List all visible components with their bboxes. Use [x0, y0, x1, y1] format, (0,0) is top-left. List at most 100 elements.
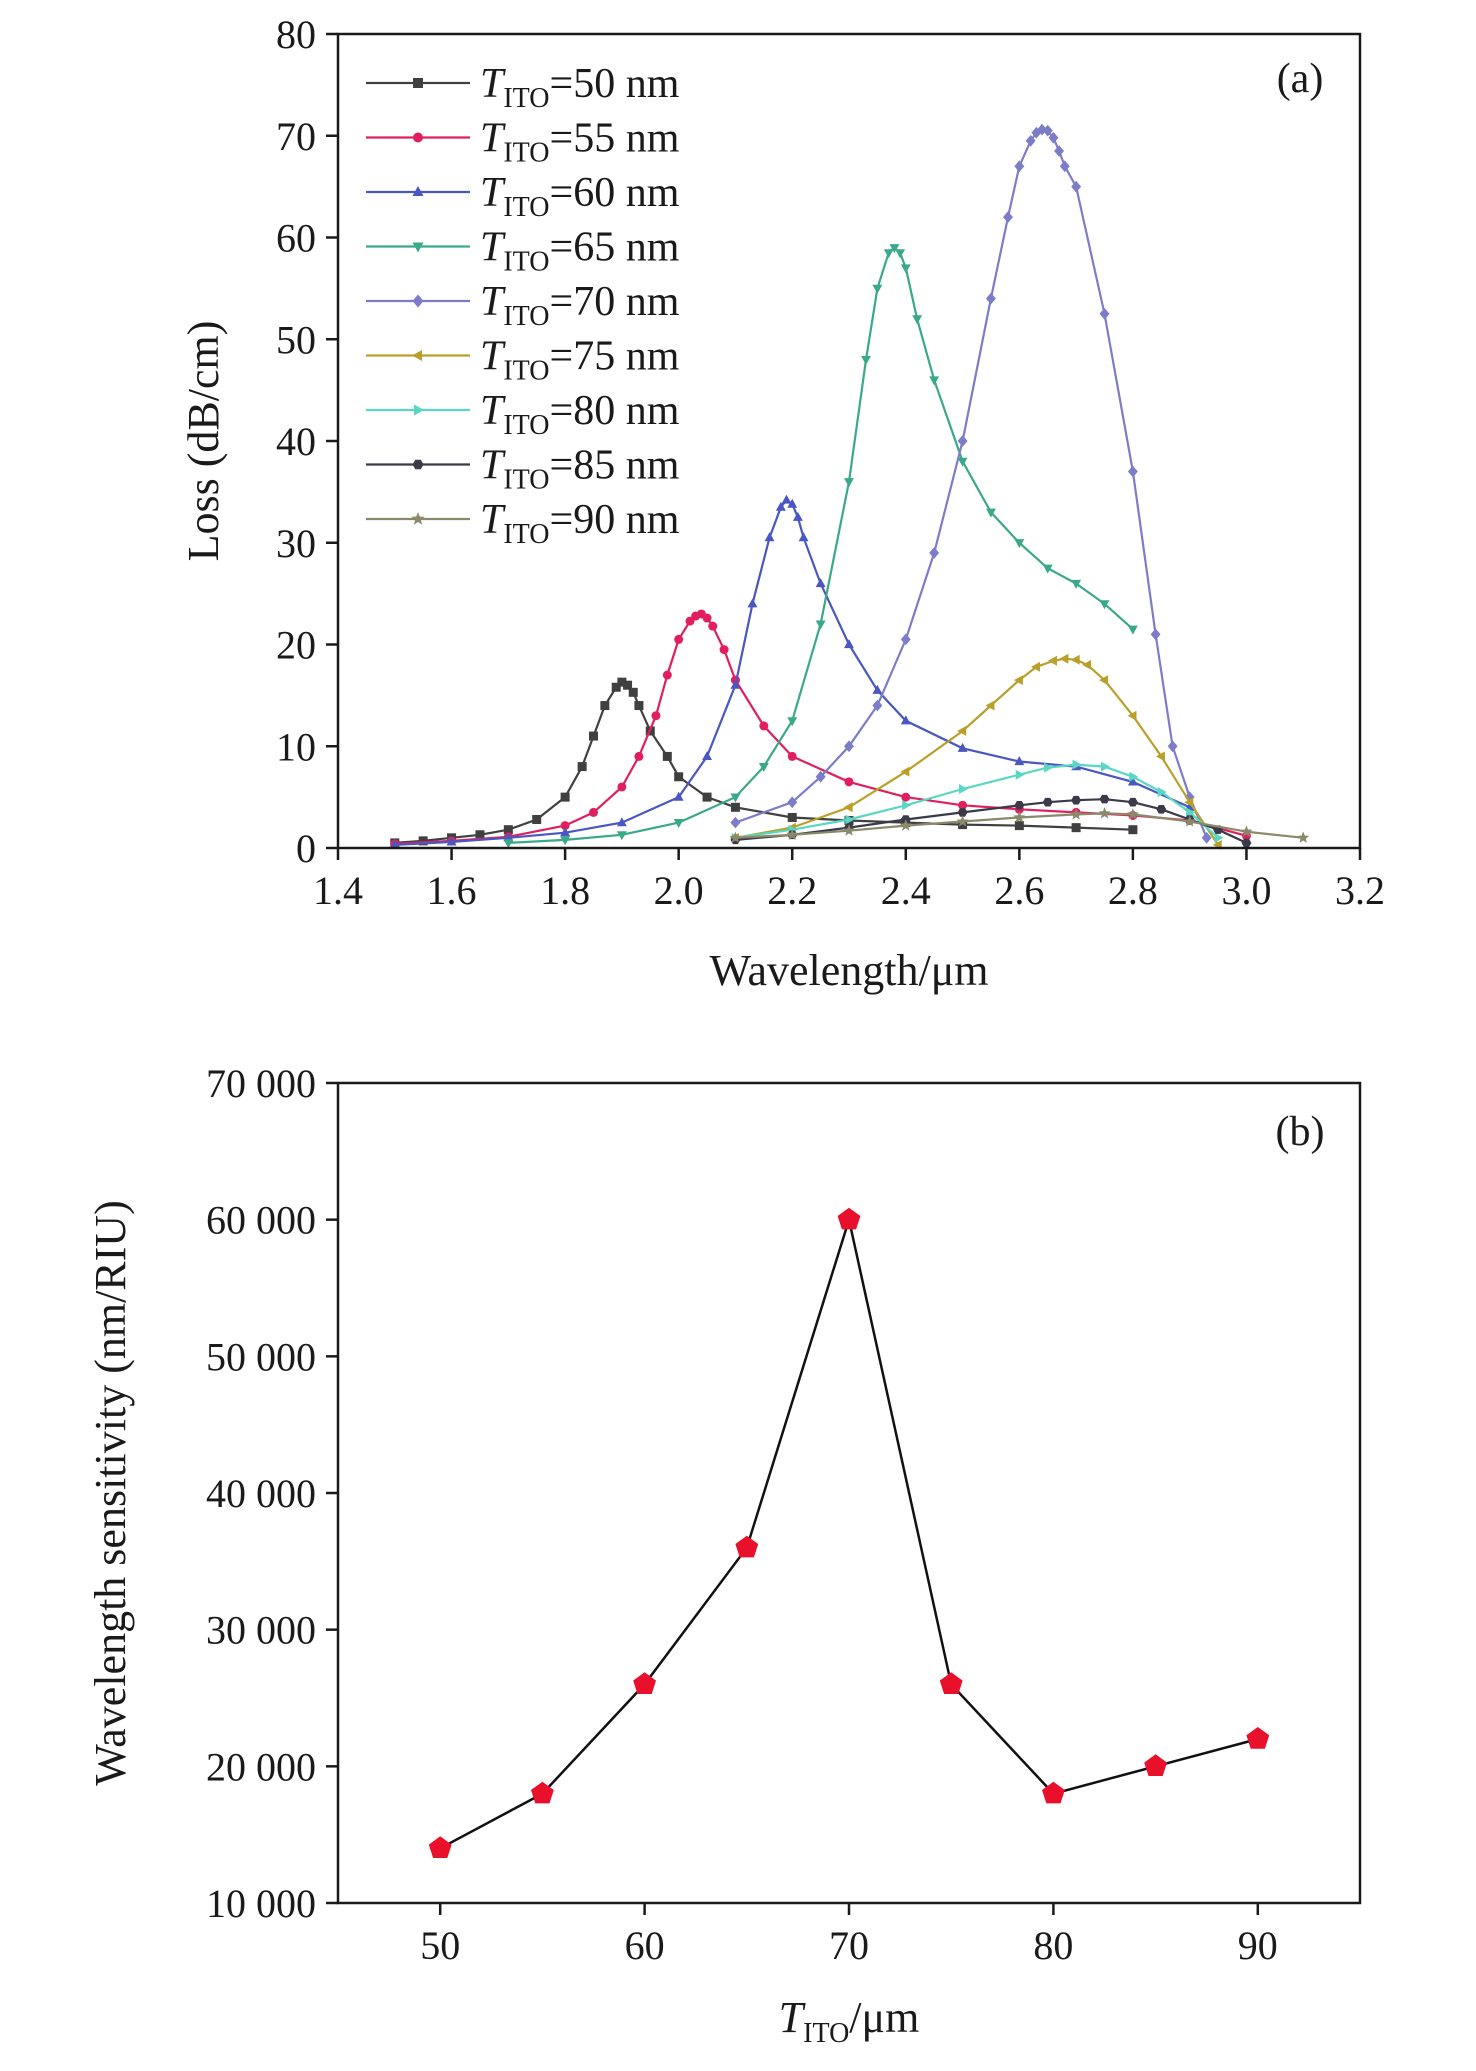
panel-a-data-point [1183, 815, 1196, 827]
panel-a-data-point [674, 634, 684, 644]
panel-b-label: (b) [1276, 1109, 1325, 1155]
panel-a-data-point [1241, 838, 1252, 848]
legend-label-var: T [480, 497, 506, 543]
panel-b-y-tick-label: 70 000 [206, 1061, 316, 1106]
panel-a-data-point [986, 292, 996, 305]
panel-a-data-point [730, 679, 741, 689]
panel-a-data-point [1014, 756, 1025, 766]
panel-a-data-point [1054, 145, 1064, 157]
panel-a-data-point [899, 819, 912, 831]
legend-swatch-marker [413, 78, 423, 88]
panel-b-plot-frame [336, 1081, 1362, 1905]
panel-b-x-axis-sub: ITO [803, 2018, 849, 2049]
panel-a-data-point [560, 821, 570, 831]
panel-a-series-2 [389, 494, 1195, 849]
panel-a-data-point [843, 824, 855, 836]
panel-a-data-point [1048, 131, 1059, 144]
panel-a-data-point [1082, 659, 1092, 670]
panel-a-data-point [758, 763, 769, 772]
legend-label-value: =90 nm [550, 497, 680, 543]
panel-a-data-point [503, 839, 514, 849]
panel-a-data-point [1014, 801, 1025, 810]
panel-b-data-point [633, 1672, 656, 1694]
panel-b-x-axis-unit: /μm [849, 1993, 919, 2042]
panel-a-data-point [787, 796, 798, 809]
panel-a-data-point [1127, 465, 1138, 478]
panel-a-y-tick-label: 80 [276, 12, 316, 57]
panel-b-x-tick-label: 50 [420, 1923, 460, 1968]
panel-b-y-tick-label: 10 000 [206, 1881, 316, 1926]
legend-label-sub: ITO [503, 192, 549, 223]
legend-label-sub: ITO [503, 519, 549, 550]
panel-a-x-tick-label: 2.8 [1108, 868, 1158, 913]
panel-a-data-point [1127, 625, 1138, 635]
panel-a-data-point [662, 751, 672, 761]
panel-a-data-point [577, 762, 587, 772]
panel-a-data-point [900, 633, 911, 646]
panel-a-y-tick-label: 10 [276, 724, 316, 769]
panel-b-x-tick-label: 90 [1238, 1923, 1278, 1968]
panel-b-y-tick-label: 30 000 [206, 1608, 316, 1653]
panel-b-series-line [439, 1214, 1259, 1850]
panel-a-series-4 [730, 123, 1212, 844]
panel-a-data-point [1156, 805, 1167, 814]
panel-a-data-point [1127, 710, 1137, 721]
legend-swatch-marker [412, 350, 422, 361]
legend-label-var: T [480, 116, 506, 162]
panel-a-loss-chart: 1.4 1.6 1.8 2.0 2.2 2.4 2.6 2.8 3.0 3.2 0 10 20 30 40 5… [179, 12, 1385, 995]
legend-label: TITO=90 nm [480, 497, 680, 550]
panel-a-data-point [787, 812, 797, 822]
panel-a-data-point [900, 264, 911, 274]
legend-label-value: =65 nm [550, 225, 680, 271]
panel-a-data-point [957, 435, 968, 447]
legend-entry: TITO=90 nm [366, 497, 680, 550]
panel-a-data-point [560, 836, 571, 846]
panel-a-y-axis-label: Loss (dB/cm) [179, 321, 228, 562]
panel-a-data-point [475, 830, 485, 840]
panel-a-data-point [861, 356, 871, 365]
panel-a-data-point [1184, 797, 1194, 808]
panel-a-data-point [1150, 628, 1161, 641]
legend-label: TITO=65 nm [480, 225, 680, 278]
panel-a-data-point [901, 792, 911, 802]
panel-b-data-point [1246, 1727, 1270, 1749]
panel-a-series-line [394, 498, 1191, 846]
panel-a-data-point [730, 816, 741, 829]
legend-entry: TITO=60 nm [366, 170, 680, 223]
panel-a-series-5 [730, 653, 1222, 850]
panel-a-data-point [1070, 654, 1080, 665]
panel-a-data-point [1201, 832, 1212, 844]
panel-a-data-point [1155, 751, 1165, 762]
panel-a-axes: 1.4 1.6 1.8 2.0 2.2 2.4 2.6 2.8 3.0 3.2 0 10 20 30 40 5… [276, 12, 1385, 913]
panel-a-data-point [815, 620, 826, 630]
panel-a-data-point [503, 825, 513, 835]
panel-a-data-point [844, 478, 854, 488]
legend-swatch-marker [412, 294, 424, 308]
panel-a-data-point [912, 315, 923, 325]
legend-swatch-marker [411, 512, 425, 525]
legend-label-var: T [480, 443, 506, 489]
panel-a-data-point [956, 815, 969, 827]
panel-a-data-point [1100, 761, 1110, 772]
legend-label-value: =60 nm [550, 170, 680, 216]
legend-label-sub: ITO [503, 301, 549, 332]
panel-a-data-point [730, 802, 740, 812]
legend-entry: TITO=85 nm [366, 443, 680, 496]
panel-a-data-point [560, 792, 570, 802]
panel-a-data-point [958, 800, 968, 810]
panel-a-y-tick-label: 20 [276, 623, 316, 668]
panel-a-series-7 [730, 794, 1252, 848]
panel-a-data-point [634, 751, 644, 761]
panel-a-data-point [872, 684, 883, 694]
panel-a-data-point [1098, 807, 1111, 819]
panel-a-data-point [560, 827, 571, 837]
panel-a-x-tick-label: 3.0 [1221, 868, 1271, 913]
legend-label-sub: ITO [503, 138, 549, 169]
panel-a-data-point [1240, 825, 1253, 837]
legend-label: TITO=60 nm [480, 170, 680, 223]
panel-a-x-tick-label: 1.6 [427, 868, 477, 913]
legend-label: TITO=55 nm [480, 116, 680, 169]
panel-a-data-point [503, 832, 514, 842]
panel-a-data-point [662, 670, 672, 680]
panel-a-data-point [628, 687, 638, 697]
